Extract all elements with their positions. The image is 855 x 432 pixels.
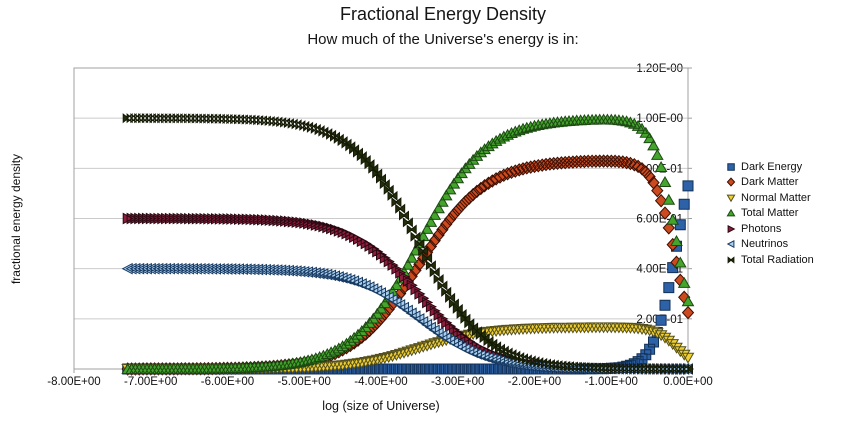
x-tick-label: -8.00E+00	[47, 376, 100, 388]
legend-label: Total Matter	[741, 207, 799, 220]
series-total-matter	[121, 113, 695, 374]
legend-item-total-radiation: Total Radiation	[725, 252, 814, 268]
legend-item-photons: Photons	[725, 221, 814, 237]
y-tick-label: 1.20E-00	[636, 63, 683, 75]
legend-item-dark-energy: Dark Energy	[725, 159, 814, 175]
legend-label: Dark Energy	[741, 160, 803, 173]
total-radiation-marker-icon	[727, 256, 735, 264]
x-tick-label: -1.00E+00	[585, 376, 638, 388]
legend-item-dark-matter: Dark Matter	[725, 175, 814, 191]
legend-label: Photons	[741, 222, 782, 235]
normal-matter-marker-icon	[726, 194, 736, 203]
x-tick-label: 0.00E+00	[663, 376, 713, 388]
photons-marker-icon	[727, 224, 736, 233]
y-tick-label: 1.00E-00	[636, 113, 683, 125]
legend-label: Total Radiation	[741, 253, 814, 266]
chart-title: Fractional Energy Density	[339, 4, 547, 24]
legend-label: Neutrinos	[741, 238, 789, 251]
legend-item-normal-matter: Normal Matter	[725, 190, 814, 206]
legend-label: Dark Matter	[741, 176, 799, 189]
dark-energy-marker-icon	[727, 163, 735, 171]
x-tick-label: -7.00E+00	[124, 376, 177, 388]
series-total-radiation	[122, 113, 693, 375]
x-tick-label: -4.00E+00	[354, 376, 407, 388]
dark-matter-marker-icon	[726, 177, 736, 187]
x-tick-label: -3.00E+00	[431, 376, 484, 388]
x-axis-title: log (size of Universe)	[322, 399, 440, 413]
x-tick-label: -2.00E+00	[508, 376, 561, 388]
legend-item-neutrinos: Neutrinos	[725, 237, 814, 253]
legend-item-total-matter: Total Matter	[725, 206, 814, 222]
x-tick-label: -5.00E+00	[278, 376, 331, 388]
x-tick-label: -6.00E+00	[201, 376, 254, 388]
legend-label: Normal Matter	[741, 191, 811, 204]
chart-subtitle: How much of the Universe's energy is in:	[307, 31, 579, 48]
legend: Dark Energy Dark Matter Normal Matter Total…	[725, 159, 814, 268]
total-matter-marker-icon	[726, 209, 736, 217]
y-axis-title: fractional energy density	[9, 153, 23, 285]
neutrinos-marker-icon	[726, 240, 735, 249]
